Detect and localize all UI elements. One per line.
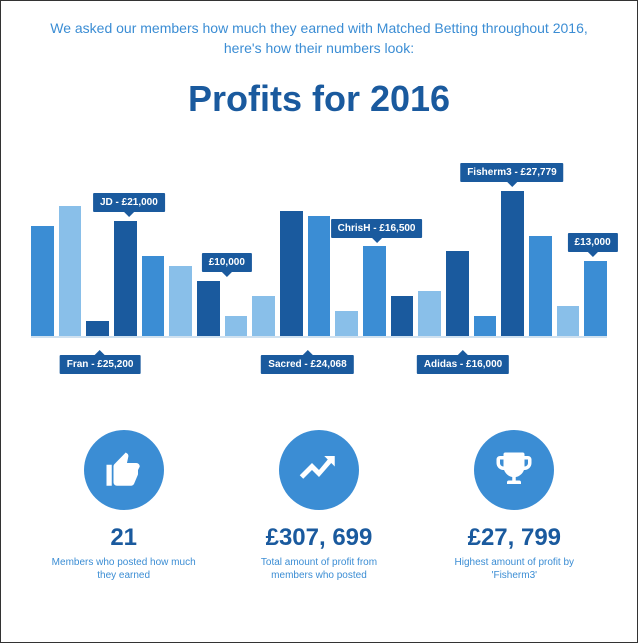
infographic-frame: We asked our members how much they earne… <box>0 0 638 643</box>
stat-desc: Total amount of profit from members who … <box>244 556 394 582</box>
bar <box>197 281 220 336</box>
stat-value: £27, 799 <box>422 524 607 552</box>
trend-icon <box>279 430 359 510</box>
bar <box>529 236 552 336</box>
bar <box>501 191 524 336</box>
chart-label: Fran - £25,200 <box>60 355 141 374</box>
bar <box>252 296 275 336</box>
stat-value: £307, 699 <box>226 524 411 552</box>
bar <box>142 256 165 336</box>
stat-highest: £27, 799 Highest amount of profit by 'Fi… <box>422 430 607 582</box>
intro-text: We asked our members how much they earne… <box>31 19 607 58</box>
bar <box>335 311 358 336</box>
bar <box>280 211 303 336</box>
bar <box>391 296 414 336</box>
trophy-icon <box>474 430 554 510</box>
stat-desc: Highest amount of profit by 'Fisherm3' <box>439 556 589 582</box>
bar <box>557 306 580 336</box>
bar <box>474 316 497 336</box>
chart-label: ChrisH - £16,500 <box>331 219 423 238</box>
bar <box>584 261 607 336</box>
stat-members: 21 Members who posted how much they earn… <box>31 430 216 582</box>
stat-value: 21 <box>31 524 216 552</box>
chart-label: £10,000 <box>202 253 252 272</box>
chart-label: Adidas - £16,000 <box>417 355 509 374</box>
bar <box>169 266 192 336</box>
profits-chart: JD - £21,000 £10,000 ChrisH - £16,500 Fishe… <box>31 150 607 410</box>
bar <box>308 216 331 336</box>
chart-label: Sacred - £24,068 <box>261 355 353 374</box>
chart-label: JD - £21,000 <box>93 193 165 212</box>
bar <box>31 226 54 336</box>
chart-label: Fisherm3 - £27,779 <box>460 163 564 182</box>
bar <box>446 251 469 336</box>
bar <box>86 321 109 336</box>
thumb-icon <box>84 430 164 510</box>
bar <box>59 206 82 336</box>
bar <box>363 246 386 336</box>
stat-total: £307, 699 Total amount of profit from me… <box>226 430 411 582</box>
stats-row: 21 Members who posted how much they earn… <box>31 430 607 582</box>
bar <box>225 316 248 336</box>
bar <box>114 221 137 336</box>
chart-label: £13,000 <box>568 233 618 252</box>
bar <box>418 291 441 336</box>
page-title: Profits for 2016 <box>31 78 607 120</box>
stat-desc: Members who posted how much they earned <box>49 556 199 582</box>
